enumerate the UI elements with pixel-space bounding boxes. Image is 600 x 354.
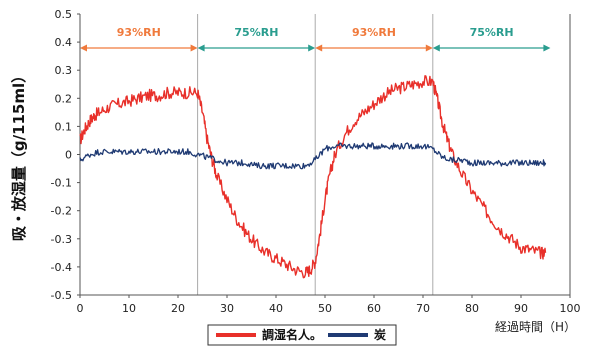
y-tick-label: -0.5 [51,289,72,302]
y-tick-label: -0.1 [51,177,72,190]
phase-label: 75%RH [234,26,278,39]
x-axis-label: 経過時間（H） [495,320,576,334]
legend: 調湿名人。 炭 [207,324,397,346]
phase-arrow-head-left [315,44,323,52]
x-tick-label: 10 [122,302,136,315]
legend-box [207,324,397,346]
x-tick-label: 30 [220,302,234,315]
legend-entry: 炭 [374,327,386,342]
phase-arrow-head-left [80,44,87,52]
y-tick-label: -0.2 [51,205,72,218]
phase-label: 75%RH [470,26,514,39]
phase-arrow-head-left [197,44,205,52]
phase-annotations: 93%RH 75%RH 93%RH 75%RH [80,14,551,295]
phase-arrow-head-left [432,44,440,52]
y-tick-label: -0.4 [51,261,72,274]
x-tick-label: 70 [416,302,430,315]
x-tick-label: 0 [77,302,84,315]
y-tick-label: -0.3 [51,233,72,246]
x-tick-label: 80 [465,302,479,315]
phase-arrow-head-right [543,44,551,52]
phase-label: 93%RH [117,26,161,39]
series-line [79,75,547,279]
y-tick-label: 0 [65,149,72,162]
x-tick-label: 90 [514,302,528,315]
phase-arrow-head-right [425,44,433,52]
series-layer [79,75,547,279]
y-axis-label: 吸・放湿量（g/115ml） [10,68,28,241]
y-tick-label: 0.3 [55,64,73,77]
x-tick-label: 100 [560,302,581,315]
x-tick-label: 50 [318,302,332,315]
phase-label: 93%RH [352,26,396,39]
phase-arrow-head-right [190,44,198,52]
x-tick-label: 40 [269,302,283,315]
phase-arrow-head-right [308,44,316,52]
y-tick-label: 0.1 [55,120,73,133]
legend-entry: 調湿名人。 [262,327,322,342]
y-tick-label: 0.2 [55,92,73,105]
x-tick-label: 60 [367,302,381,315]
x-tick-label: 20 [171,302,185,315]
y-tick-label: 0.4 [55,36,73,49]
series-line [79,142,547,170]
y-tick-label: 0.5 [55,8,73,21]
axes: 0.5 0.4 0.3 0.2 0.1 0 -0.1 -0.2 -0.3 -0.4 -0.5 0 10 2… [51,8,581,315]
